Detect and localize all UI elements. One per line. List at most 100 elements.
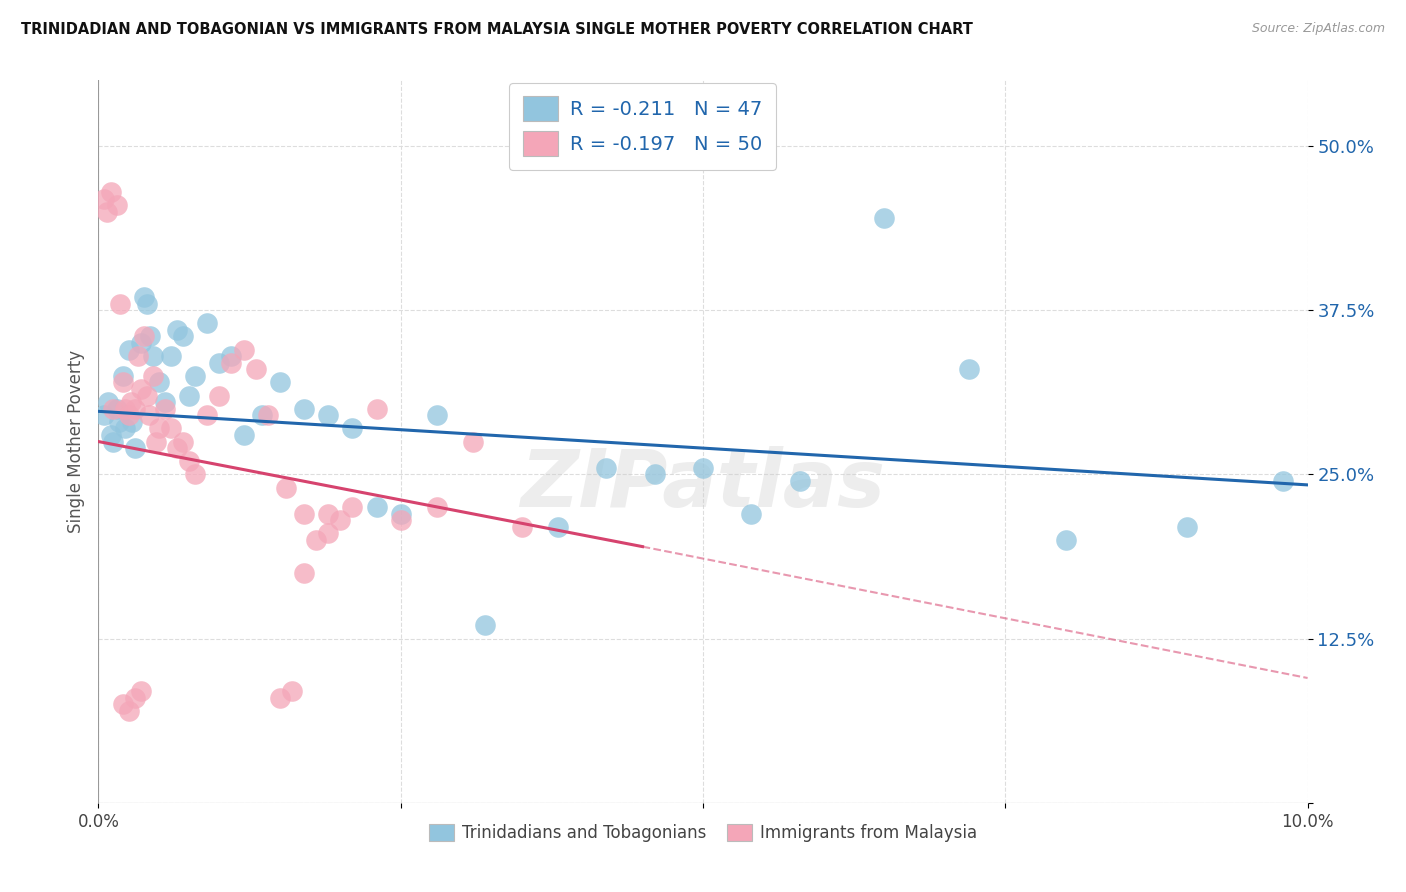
Point xyxy=(510,520,533,534)
Point xyxy=(269,690,291,705)
Point xyxy=(957,362,980,376)
Point xyxy=(114,421,136,435)
Point xyxy=(105,401,128,416)
Point xyxy=(179,454,201,468)
Point xyxy=(292,401,315,416)
Point xyxy=(195,409,218,423)
Point xyxy=(221,349,243,363)
Point xyxy=(134,290,156,304)
Point xyxy=(148,421,170,435)
Point xyxy=(184,467,207,482)
Point xyxy=(644,467,666,482)
Point xyxy=(135,296,157,310)
Point xyxy=(305,533,328,547)
Point xyxy=(100,185,122,199)
Point xyxy=(1272,474,1295,488)
Point xyxy=(121,415,143,429)
Point xyxy=(172,329,194,343)
Point xyxy=(111,368,134,383)
Point xyxy=(316,507,339,521)
Point xyxy=(93,409,115,423)
Point xyxy=(342,421,364,435)
Point xyxy=(120,395,142,409)
Point xyxy=(134,329,156,343)
Point xyxy=(105,198,128,212)
Point xyxy=(426,500,449,515)
Point xyxy=(160,421,183,435)
Point xyxy=(281,684,304,698)
Point xyxy=(124,441,146,455)
Point xyxy=(316,409,339,423)
Point xyxy=(426,409,449,423)
Point xyxy=(145,434,167,449)
Point xyxy=(250,409,273,423)
Point xyxy=(138,409,160,423)
Point xyxy=(118,704,141,718)
Text: Source: ZipAtlas.com: Source: ZipAtlas.com xyxy=(1251,22,1385,36)
Point xyxy=(118,343,141,357)
Point xyxy=(692,460,714,475)
Point xyxy=(139,329,162,343)
Point xyxy=(127,349,149,363)
Point xyxy=(129,684,152,698)
Point xyxy=(740,507,762,521)
Point xyxy=(124,401,146,416)
Point xyxy=(135,388,157,402)
Point xyxy=(208,388,231,402)
Text: TRINIDADIAN AND TOBAGONIAN VS IMMIGRANTS FROM MALAYSIA SINGLE MOTHER POVERTY COR: TRINIDADIAN AND TOBAGONIAN VS IMMIGRANTS… xyxy=(21,22,973,37)
Point xyxy=(274,481,297,495)
Point xyxy=(195,316,218,330)
Point xyxy=(1054,533,1077,547)
Y-axis label: Single Mother Poverty: Single Mother Poverty xyxy=(66,350,84,533)
Point xyxy=(111,376,134,390)
Point xyxy=(232,428,254,442)
Point xyxy=(232,343,254,357)
Point xyxy=(366,401,388,416)
Point xyxy=(389,513,412,527)
Point xyxy=(292,507,315,521)
Point xyxy=(97,395,120,409)
Point xyxy=(124,690,146,705)
Point xyxy=(342,500,364,515)
Point xyxy=(221,356,243,370)
Point xyxy=(316,526,339,541)
Point xyxy=(142,368,165,383)
Point xyxy=(789,474,811,488)
Point xyxy=(108,415,131,429)
Point xyxy=(114,401,136,416)
Point xyxy=(547,520,569,534)
Point xyxy=(101,434,124,449)
Point xyxy=(166,441,188,455)
Point xyxy=(208,356,231,370)
Text: ZIPatlas: ZIPatlas xyxy=(520,446,886,524)
Point xyxy=(595,460,617,475)
Point xyxy=(101,401,124,416)
Point xyxy=(111,698,134,712)
Point xyxy=(389,507,412,521)
Point xyxy=(184,368,207,383)
Point xyxy=(148,376,170,390)
Point xyxy=(118,409,141,423)
Point xyxy=(153,401,176,416)
Point xyxy=(366,500,388,515)
Point xyxy=(93,192,115,206)
Point xyxy=(245,362,267,376)
Point xyxy=(1175,520,1198,534)
Point xyxy=(329,513,352,527)
Point xyxy=(166,323,188,337)
Point xyxy=(100,428,122,442)
Point xyxy=(292,566,315,580)
Point xyxy=(474,618,496,632)
Point xyxy=(142,349,165,363)
Point xyxy=(179,388,201,402)
Point xyxy=(172,434,194,449)
Point xyxy=(129,336,152,351)
Point xyxy=(256,409,278,423)
Point xyxy=(129,382,152,396)
Legend: Trinidadians and Tobagonians, Immigrants from Malaysia: Trinidadians and Tobagonians, Immigrants… xyxy=(422,817,984,848)
Point xyxy=(153,395,176,409)
Point xyxy=(160,349,183,363)
Point xyxy=(873,211,896,226)
Point xyxy=(463,434,485,449)
Point xyxy=(96,204,118,219)
